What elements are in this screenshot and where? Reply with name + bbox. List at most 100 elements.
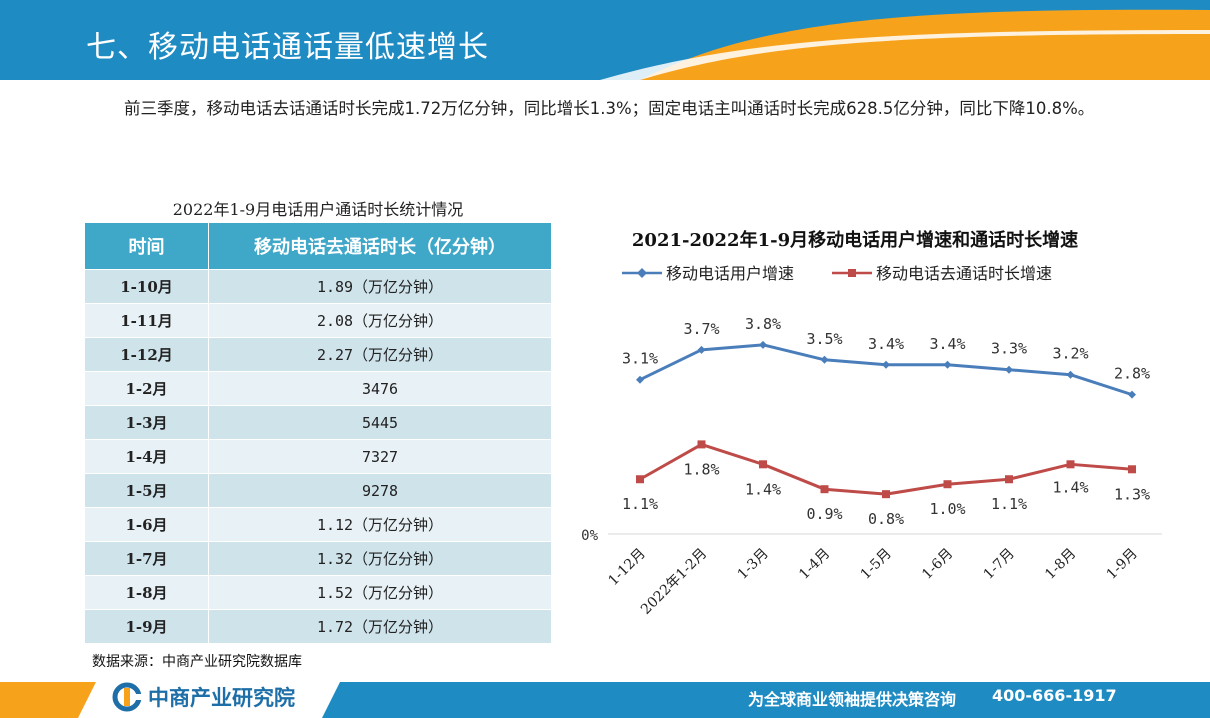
x-tick-label: 1-7月 [981, 546, 1018, 583]
table-row: 1-4月 7327 [84, 439, 552, 474]
cell-duration: 2.08（万亿分钟） [208, 303, 552, 338]
cell-period: 1-12月 [84, 337, 209, 372]
footer-phone: 400-666-1917 [992, 686, 1117, 705]
table-row: 1-12月 2.27（万亿分钟） [84, 337, 552, 372]
cell-period: 1-9月 [84, 609, 209, 644]
data-point [1005, 365, 1013, 374]
cell-duration: 1.89（万亿分钟） [208, 269, 552, 304]
data-source: 数据来源：中商产业研究院数据库 [92, 654, 302, 670]
data-label: 3.1% [622, 350, 658, 368]
table-row: 1-11月 2.08（万亿分钟） [84, 303, 552, 338]
data-point [759, 460, 767, 469]
data-label: 3.2% [1052, 345, 1088, 363]
data-point [882, 490, 890, 499]
cell-duration: 1.52（万亿分钟） [208, 575, 552, 610]
data-label: 1.4% [745, 480, 781, 498]
header-background [0, 0, 1210, 80]
intro-paragraph: 前三季度，移动电话去话通话时长完成1.72万亿分钟，同比增长1.3%；固定电话主… [124, 99, 1095, 118]
cell-duration: 3476 [208, 371, 552, 406]
data-label: 1.1% [991, 495, 1027, 513]
data-label: 1.3% [1114, 485, 1150, 503]
table-row: 1-9月 1.72（万亿分钟） [84, 609, 552, 644]
cell-period: 1-2月 [84, 371, 209, 406]
logo-text: 中商产业研究院 [148, 686, 295, 710]
table-row: 1-7月 1.32（万亿分钟） [84, 541, 552, 576]
call-duration-table: 时间 移动电话去通话时长（亿分钟） 1-10月 1.89（万亿分钟） 1-11月 2.… [84, 222, 552, 644]
data-label: 3.3% [991, 340, 1027, 358]
cell-duration: 7327 [208, 439, 552, 474]
cell-period: 1-7月 [84, 541, 209, 576]
data-label: 3.7% [683, 320, 719, 338]
data-point [636, 475, 644, 484]
x-tick-label: 1-3月 [735, 546, 772, 583]
x-tick-label: 1-5月 [858, 546, 895, 583]
table-row: 1-8月 1.52（万亿分钟） [84, 575, 552, 610]
x-tick-label: 1-9月 [1104, 546, 1141, 583]
data-point [697, 440, 706, 449]
table-row: 1-2月 3476 [84, 371, 552, 406]
header-time: 时间 [84, 222, 209, 270]
table-header-row: 时间 移动电话去通话时长（亿分钟） [84, 222, 552, 270]
data-point [943, 480, 952, 489]
legend-marker [637, 268, 647, 278]
table-row: 1-10月 1.89（万亿分钟） [84, 269, 552, 304]
table-body: 1-10月 1.89（万亿分钟） 1-11月 2.08（万亿分钟） 1-12月 2.27（… [84, 269, 552, 644]
logo-icon [112, 682, 142, 712]
data-point [820, 355, 829, 364]
legend-label: 移动电话用户增速 [666, 264, 794, 283]
data-label: 3.4% [868, 335, 904, 353]
data-label: 0.8% [868, 510, 904, 528]
data-point [1005, 475, 1013, 484]
legend-label: 移动电话去通话时长增速 [876, 264, 1052, 283]
cell-period: 1-6月 [84, 507, 209, 542]
footer-background [0, 682, 1210, 718]
cell-duration: 9278 [208, 473, 552, 508]
data-label: 1.8% [683, 460, 719, 478]
data-point [636, 375, 644, 384]
data-label: 2.8% [1114, 365, 1150, 383]
data-label: 1.1% [622, 495, 658, 513]
footer-slogan: 为全球商业领袖提供决策咨询 [748, 690, 957, 709]
cell-period: 1-4月 [84, 439, 209, 474]
chart-title: 2021-2022年1-9月移动电话用户增速和通话时长增速 [631, 230, 1079, 251]
cell-period: 1-10月 [84, 269, 209, 304]
cell-duration: 1.32（万亿分钟） [208, 541, 552, 576]
cell-period: 1-3月 [84, 405, 209, 440]
company-logo: 中商产业研究院 [112, 682, 295, 712]
page-title: 七、移动电话通话量低速增长 [86, 30, 489, 65]
y-tick-label: 0% [581, 528, 598, 544]
footer-bar [0, 680, 1210, 718]
data-label: 0.9% [806, 505, 842, 523]
table-row: 1-6月 1.12（万亿分钟） [84, 507, 552, 542]
x-tick-label: 1-4月 [796, 546, 833, 583]
data-point [943, 360, 952, 369]
data-point [882, 360, 890, 369]
data-point [697, 345, 706, 354]
cell-duration: 2.27（万亿分钟） [208, 337, 552, 372]
cell-period: 1-8月 [84, 575, 209, 610]
data-point [820, 485, 829, 494]
data-label: 3.5% [806, 330, 842, 348]
header-duration: 移动电话去通话时长（亿分钟） [208, 222, 552, 270]
data-point [1066, 460, 1075, 469]
data-point [1128, 465, 1136, 474]
legend-marker [848, 269, 856, 277]
data-point [1128, 390, 1136, 399]
x-tick-label: 1-12月 [605, 546, 648, 589]
table-caption: 2022年1-9月电话用户通话时长统计情况 [172, 200, 464, 219]
data-label: 1.4% [1052, 478, 1088, 496]
x-tick-label: 2022年1-2月 [638, 546, 710, 618]
cell-duration: 1.12（万亿分钟） [208, 507, 552, 542]
table-row: 1-5月 9278 [84, 473, 552, 508]
x-tick-label: 1-8月 [1042, 546, 1079, 583]
data-label: 1.0% [929, 500, 965, 518]
table-row: 1-3月 5445 [84, 405, 552, 440]
x-tick-label: 1-6月 [919, 546, 956, 583]
header-banner: 七、移动电话通话量低速增长 [0, 0, 1210, 80]
data-label: 3.4% [929, 335, 965, 353]
cell-duration: 1.72（万亿分钟） [208, 609, 552, 644]
data-point [1066, 370, 1075, 379]
data-label: 3.8% [745, 315, 781, 333]
data-point [759, 340, 767, 349]
